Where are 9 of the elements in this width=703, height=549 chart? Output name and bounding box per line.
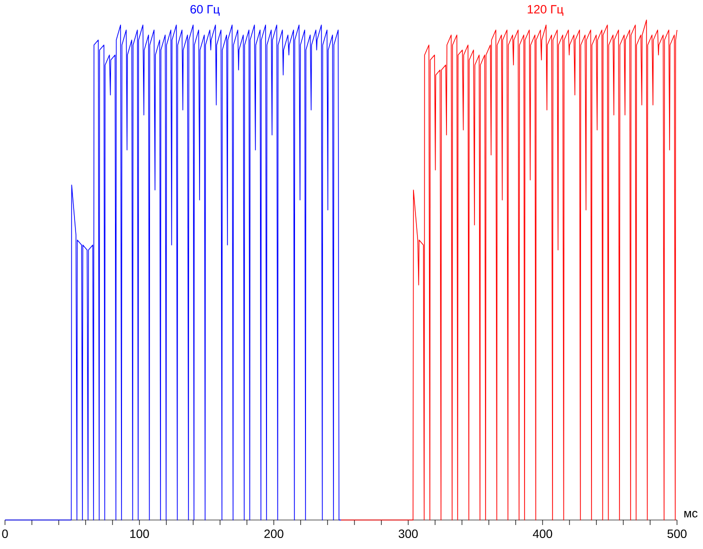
x-tick-label: 300 xyxy=(398,530,418,538)
x-tick-label: 200 xyxy=(264,530,284,538)
series-label: 120 Гц xyxy=(528,5,564,16)
series-label: 60 Гц xyxy=(190,5,220,16)
x-tick-label: 500 xyxy=(667,530,687,538)
x-tick-label: 100 xyxy=(130,530,149,538)
x-axis-title: мс xyxy=(684,510,698,518)
x-tick-label: 0 xyxy=(2,530,8,538)
x-tick-label: 400 xyxy=(532,530,552,538)
